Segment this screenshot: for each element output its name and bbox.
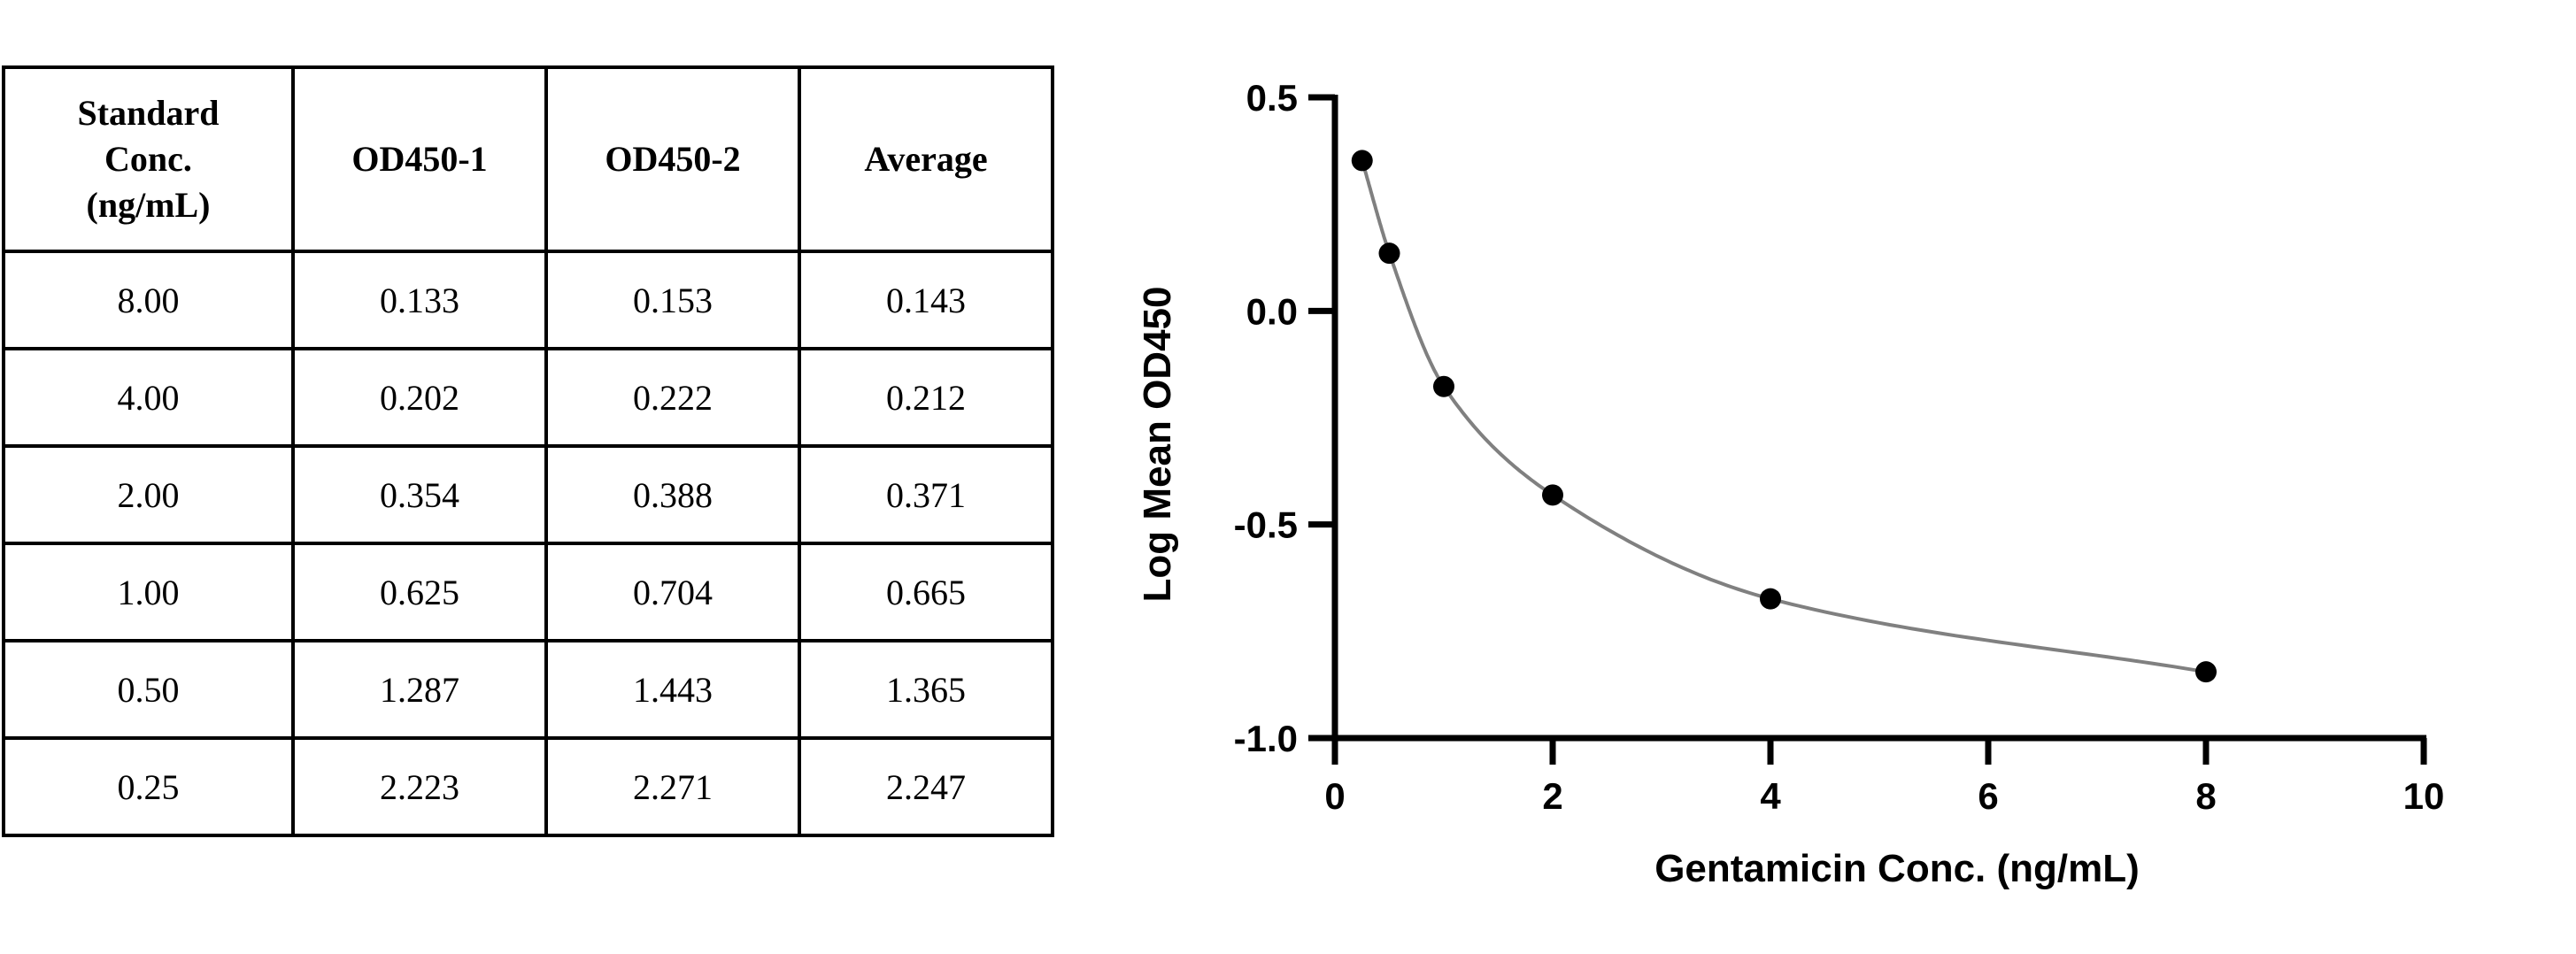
chart-axes <box>1331 95 2426 742</box>
cell-average: 0.143 <box>798 250 1054 350</box>
cell-od450-2: 0.388 <box>544 444 801 545</box>
data-point <box>1378 242 1400 265</box>
cell-average: 0.665 <box>798 542 1054 642</box>
standard-table: Standard Conc. (ng/mL) OD450-1 OD450-2 A… <box>2 65 1054 837</box>
data-point <box>1760 588 1781 610</box>
cell-od450-2: 1.443 <box>544 639 801 740</box>
cell-od450-2: 2.271 <box>544 736 801 837</box>
cell-conc: 4.00 <box>2 347 295 448</box>
data-points <box>1351 150 2217 683</box>
table-header-row: Standard Conc. (ng/mL) OD450-1 OD450-2 A… <box>2 65 1054 253</box>
table-row: 4.00 0.202 0.222 0.212 <box>2 347 1054 448</box>
cell-od450-2: 0.153 <box>544 250 801 350</box>
header-average: Average <box>798 65 1054 253</box>
cell-od450-2: 0.222 <box>544 347 801 448</box>
standard-table-container: Standard Conc. (ng/mL) OD450-1 OD450-2 A… <box>2 65 1054 837</box>
cell-conc: 1.00 <box>2 542 295 642</box>
x-tick-label: 10 <box>2403 775 2445 817</box>
data-point <box>1433 375 1454 397</box>
y-axis-title: Log Mean OD450 <box>1136 287 1179 603</box>
header-od450-1: OD450-1 <box>291 65 548 253</box>
y-tick-label: -1.0 <box>1234 718 1298 759</box>
cell-conc: 0.25 <box>2 736 295 837</box>
x-tick-label: 6 <box>1978 775 1998 817</box>
chart-ticks: 0.5 0.0 -0.5 -1.0 0 2 4 6 8 10 <box>1234 77 2445 817</box>
cell-conc: 8.00 <box>2 250 295 350</box>
fit-curve <box>1360 159 2207 674</box>
cell-od450-1: 0.625 <box>291 542 548 642</box>
cell-average: 1.365 <box>798 639 1054 740</box>
header-od450-2: OD450-2 <box>544 65 801 253</box>
y-tick-label: 0.5 <box>1246 77 1298 119</box>
cell-average: 0.371 <box>798 444 1054 545</box>
table-row: 1.00 0.625 0.704 0.665 <box>2 542 1054 642</box>
table-row: 0.25 2.223 2.271 2.247 <box>2 736 1054 837</box>
data-point <box>2195 661 2217 683</box>
x-tick-label: 4 <box>1760 775 1781 817</box>
table-row: 2.00 0.354 0.388 0.371 <box>2 444 1054 545</box>
cell-average: 2.247 <box>798 736 1054 837</box>
cell-od450-2: 0.704 <box>544 542 801 642</box>
y-tick-label: 0.0 <box>1246 290 1298 332</box>
x-tick-label: 0 <box>1324 775 1345 817</box>
x-axis-title: Gentamicin Conc. (ng/mL) <box>1654 847 2140 890</box>
cell-od450-1: 2.223 <box>291 736 548 837</box>
cell-od450-1: 0.133 <box>291 250 548 350</box>
data-point <box>1351 150 1373 172</box>
cell-od450-1: 1.287 <box>291 639 548 740</box>
x-tick-label: 2 <box>1542 775 1562 817</box>
data-point <box>1542 484 1563 506</box>
cell-conc: 2.00 <box>2 444 295 545</box>
cell-od450-1: 0.202 <box>291 347 548 448</box>
table-row: 8.00 0.133 0.153 0.143 <box>2 250 1054 350</box>
header-standard-conc: Standard Conc. (ng/mL) <box>2 65 295 253</box>
cell-conc: 0.50 <box>2 639 295 740</box>
x-tick-label: 8 <box>2195 775 2216 817</box>
cell-od450-1: 0.354 <box>291 444 548 545</box>
y-tick-label: -0.5 <box>1234 504 1298 546</box>
table-row: 0.50 1.287 1.443 1.365 <box>2 639 1054 740</box>
cell-average: 0.212 <box>798 347 1054 448</box>
